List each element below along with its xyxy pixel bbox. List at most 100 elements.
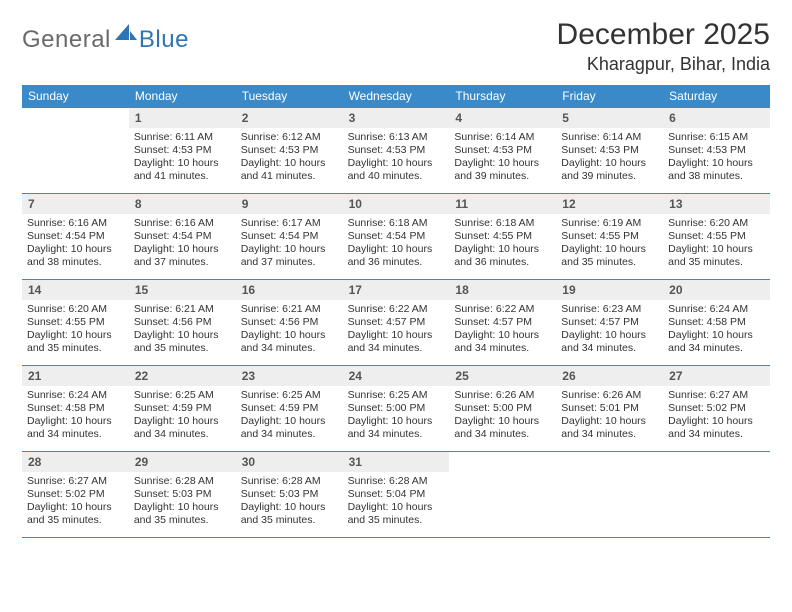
daylight-line: Daylight: 10 hours and 34 minutes. xyxy=(454,329,551,355)
day-number: 12 xyxy=(556,194,663,214)
day-number: 28 xyxy=(22,452,129,472)
sunset-line: Sunset: 5:00 PM xyxy=(454,402,551,415)
sunset-line: Sunset: 5:02 PM xyxy=(27,488,124,501)
sunrise-line: Sunrise: 6:14 AM xyxy=(561,131,658,144)
day-number: 9 xyxy=(236,194,343,214)
day-details: Sunrise: 6:22 AMSunset: 4:57 PMDaylight:… xyxy=(343,300,450,362)
calendar-cell: 20Sunrise: 6:24 AMSunset: 4:58 PMDayligh… xyxy=(663,280,770,366)
calendar-cell xyxy=(663,452,770,538)
daylight-line: Daylight: 10 hours and 34 minutes. xyxy=(454,415,551,441)
calendar-cell: 1Sunrise: 6:11 AMSunset: 4:53 PMDaylight… xyxy=(129,108,236,194)
daylight-line: Daylight: 10 hours and 34 minutes. xyxy=(27,415,124,441)
daylight-line: Daylight: 10 hours and 35 minutes. xyxy=(134,501,231,527)
calendar-cell: 2Sunrise: 6:12 AMSunset: 4:53 PMDaylight… xyxy=(236,108,343,194)
calendar-cell: 7Sunrise: 6:16 AMSunset: 4:54 PMDaylight… xyxy=(22,194,129,280)
day-details: Sunrise: 6:21 AMSunset: 4:56 PMDaylight:… xyxy=(129,300,236,362)
sunset-line: Sunset: 4:53 PM xyxy=(454,144,551,157)
daylight-line: Daylight: 10 hours and 34 minutes. xyxy=(668,415,765,441)
sunset-line: Sunset: 4:57 PM xyxy=(454,316,551,329)
sunset-line: Sunset: 4:55 PM xyxy=(561,230,658,243)
day-number: 13 xyxy=(663,194,770,214)
calendar-cell: 21Sunrise: 6:24 AMSunset: 4:58 PMDayligh… xyxy=(22,366,129,452)
daylight-line: Daylight: 10 hours and 35 minutes. xyxy=(668,243,765,269)
sunset-line: Sunset: 4:53 PM xyxy=(348,144,445,157)
page-location: Kharagpur, Bihar, India xyxy=(557,54,770,75)
day-number: 16 xyxy=(236,280,343,300)
sunset-line: Sunset: 4:54 PM xyxy=(348,230,445,243)
daylight-line: Daylight: 10 hours and 35 minutes. xyxy=(27,501,124,527)
day-number: 25 xyxy=(449,366,556,386)
sunrise-line: Sunrise: 6:15 AM xyxy=(668,131,765,144)
day-details: Sunrise: 6:13 AMSunset: 4:53 PMDaylight:… xyxy=(343,128,450,190)
calendar-cell: 31Sunrise: 6:28 AMSunset: 5:04 PMDayligh… xyxy=(343,452,450,538)
sunrise-line: Sunrise: 6:21 AM xyxy=(241,303,338,316)
weekday-header-row: Sunday Monday Tuesday Wednesday Thursday… xyxy=(22,85,770,108)
daylight-line: Daylight: 10 hours and 35 minutes. xyxy=(561,243,658,269)
sunrise-line: Sunrise: 6:13 AM xyxy=(348,131,445,144)
calendar-cell: 3Sunrise: 6:13 AMSunset: 4:53 PMDaylight… xyxy=(343,108,450,194)
daylight-line: Daylight: 10 hours and 40 minutes. xyxy=(348,157,445,183)
day-details: Sunrise: 6:25 AMSunset: 4:59 PMDaylight:… xyxy=(129,386,236,448)
page-title: December 2025 xyxy=(557,18,770,52)
weekday-header: Thursday xyxy=(449,85,556,108)
sunrise-line: Sunrise: 6:22 AM xyxy=(348,303,445,316)
day-details: Sunrise: 6:25 AMSunset: 5:00 PMDaylight:… xyxy=(343,386,450,448)
sunset-line: Sunset: 4:55 PM xyxy=(27,316,124,329)
sunrise-line: Sunrise: 6:14 AM xyxy=(454,131,551,144)
sunrise-line: Sunrise: 6:12 AM xyxy=(241,131,338,144)
daylight-line: Daylight: 10 hours and 34 minutes. xyxy=(241,415,338,441)
calendar-cell: 13Sunrise: 6:20 AMSunset: 4:55 PMDayligh… xyxy=(663,194,770,280)
day-details: Sunrise: 6:27 AMSunset: 5:02 PMDaylight:… xyxy=(663,386,770,448)
calendar-grid: 1Sunrise: 6:11 AMSunset: 4:53 PMDaylight… xyxy=(22,108,770,538)
sunset-line: Sunset: 4:57 PM xyxy=(348,316,445,329)
day-number: 7 xyxy=(22,194,129,214)
day-number: 19 xyxy=(556,280,663,300)
daylight-line: Daylight: 10 hours and 38 minutes. xyxy=(27,243,124,269)
daylight-line: Daylight: 10 hours and 35 minutes. xyxy=(348,501,445,527)
sunrise-line: Sunrise: 6:26 AM xyxy=(454,389,551,402)
brand-logo: General Blue xyxy=(22,22,189,57)
sunrise-line: Sunrise: 6:28 AM xyxy=(241,475,338,488)
calendar-cell: 11Sunrise: 6:18 AMSunset: 4:55 PMDayligh… xyxy=(449,194,556,280)
sunset-line: Sunset: 5:01 PM xyxy=(561,402,658,415)
weekday-header: Wednesday xyxy=(343,85,450,108)
daylight-line: Daylight: 10 hours and 34 minutes. xyxy=(348,329,445,355)
calendar-cell: 6Sunrise: 6:15 AMSunset: 4:53 PMDaylight… xyxy=(663,108,770,194)
daylight-line: Daylight: 10 hours and 39 minutes. xyxy=(561,157,658,183)
day-details: Sunrise: 6:18 AMSunset: 4:54 PMDaylight:… xyxy=(343,214,450,276)
calendar-cell: 10Sunrise: 6:18 AMSunset: 4:54 PMDayligh… xyxy=(343,194,450,280)
sunset-line: Sunset: 5:02 PM xyxy=(668,402,765,415)
day-details: Sunrise: 6:15 AMSunset: 4:53 PMDaylight:… xyxy=(663,128,770,190)
day-details: Sunrise: 6:23 AMSunset: 4:57 PMDaylight:… xyxy=(556,300,663,362)
sunrise-line: Sunrise: 6:20 AM xyxy=(668,217,765,230)
day-details: Sunrise: 6:14 AMSunset: 4:53 PMDaylight:… xyxy=(449,128,556,190)
calendar-cell: 28Sunrise: 6:27 AMSunset: 5:02 PMDayligh… xyxy=(22,452,129,538)
calendar-cell: 22Sunrise: 6:25 AMSunset: 4:59 PMDayligh… xyxy=(129,366,236,452)
day-number: 14 xyxy=(22,280,129,300)
day-details: Sunrise: 6:14 AMSunset: 4:53 PMDaylight:… xyxy=(556,128,663,190)
calendar-cell xyxy=(22,108,129,194)
day-details: Sunrise: 6:21 AMSunset: 4:56 PMDaylight:… xyxy=(236,300,343,362)
sunrise-line: Sunrise: 6:28 AM xyxy=(134,475,231,488)
daylight-line: Daylight: 10 hours and 34 minutes. xyxy=(241,329,338,355)
calendar-cell: 19Sunrise: 6:23 AMSunset: 4:57 PMDayligh… xyxy=(556,280,663,366)
sunset-line: Sunset: 4:55 PM xyxy=(454,230,551,243)
brand-text-2: Blue xyxy=(139,26,189,54)
day-details: Sunrise: 6:22 AMSunset: 4:57 PMDaylight:… xyxy=(449,300,556,362)
calendar-cell: 23Sunrise: 6:25 AMSunset: 4:59 PMDayligh… xyxy=(236,366,343,452)
sunset-line: Sunset: 4:57 PM xyxy=(561,316,658,329)
daylight-line: Daylight: 10 hours and 39 minutes. xyxy=(454,157,551,183)
day-details: Sunrise: 6:11 AMSunset: 4:53 PMDaylight:… xyxy=(129,128,236,190)
day-number: 31 xyxy=(343,452,450,472)
sunrise-line: Sunrise: 6:18 AM xyxy=(348,217,445,230)
sunset-line: Sunset: 4:59 PM xyxy=(241,402,338,415)
calendar-cell: 26Sunrise: 6:26 AMSunset: 5:01 PMDayligh… xyxy=(556,366,663,452)
sunrise-line: Sunrise: 6:17 AM xyxy=(241,217,338,230)
day-details: Sunrise: 6:19 AMSunset: 4:55 PMDaylight:… xyxy=(556,214,663,276)
day-number: 2 xyxy=(236,108,343,128)
calendar-cell xyxy=(449,452,556,538)
title-block: December 2025 Kharagpur, Bihar, India xyxy=(557,18,770,81)
day-details: Sunrise: 6:28 AMSunset: 5:03 PMDaylight:… xyxy=(129,472,236,534)
daylight-line: Daylight: 10 hours and 35 minutes. xyxy=(241,501,338,527)
daylight-line: Daylight: 10 hours and 41 minutes. xyxy=(241,157,338,183)
